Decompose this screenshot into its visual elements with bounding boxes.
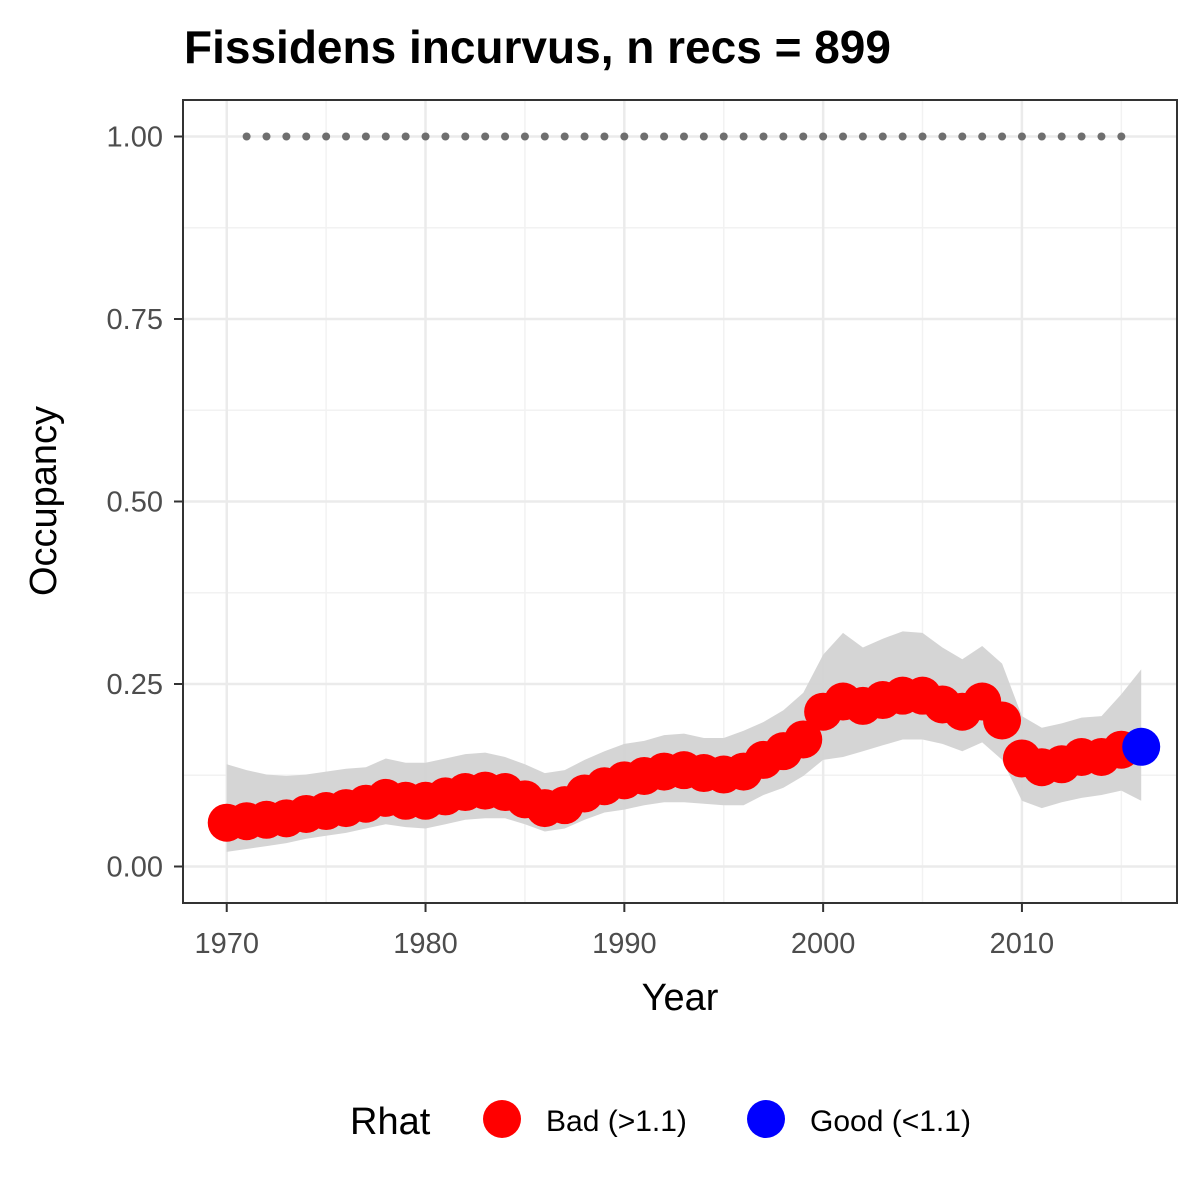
reference-point xyxy=(262,132,271,141)
reference-point xyxy=(580,132,589,141)
y-tick-label: 0.50 xyxy=(107,487,163,519)
legend-label-bad: Bad (>1.1) xyxy=(546,1105,687,1138)
x-tick-label: 1980 xyxy=(393,928,458,960)
legend-key-bad xyxy=(483,1100,521,1138)
reference-point xyxy=(1097,132,1106,141)
reference-point xyxy=(461,132,470,141)
reference-point xyxy=(1057,132,1066,141)
reference-point xyxy=(998,132,1007,141)
reference-point xyxy=(858,132,867,141)
chart-title: Fissidens incurvus, n recs = 899 xyxy=(184,21,891,73)
reference-point xyxy=(958,132,967,141)
y-tick-label: 0.75 xyxy=(107,304,163,336)
reference-points xyxy=(242,132,1126,141)
reference-point xyxy=(1077,132,1086,141)
reference-point xyxy=(600,132,609,141)
reference-point xyxy=(481,132,490,141)
reference-point xyxy=(520,132,529,141)
x-tick-label: 1970 xyxy=(194,928,259,960)
reference-point xyxy=(1037,132,1046,141)
reference-point xyxy=(620,132,629,141)
reference-point xyxy=(361,132,370,141)
reference-point xyxy=(560,132,569,141)
x-tick-label: 2010 xyxy=(990,928,1055,960)
reference-point xyxy=(660,132,669,141)
reference-point xyxy=(839,132,848,141)
reference-point xyxy=(540,132,549,141)
reference-point xyxy=(799,132,808,141)
point-bad xyxy=(784,720,823,759)
point-good xyxy=(1122,727,1161,766)
x-tick-label: 1990 xyxy=(592,928,657,960)
y-tick-label: 0.25 xyxy=(107,669,163,701)
occupancy-points xyxy=(207,676,1161,842)
reference-point xyxy=(501,132,510,141)
y-axis: 0.00 0.25 0.50 0.75 1.00 xyxy=(107,122,183,884)
reference-point xyxy=(242,132,251,141)
reference-point xyxy=(699,132,708,141)
reference-point xyxy=(779,132,788,141)
reference-point xyxy=(978,132,987,141)
y-axis-title: Occupancy xyxy=(23,406,65,596)
point-bad xyxy=(983,701,1022,740)
reference-point xyxy=(441,132,450,141)
reference-point xyxy=(640,132,649,141)
reference-point xyxy=(401,132,410,141)
y-tick-label: 1.00 xyxy=(107,122,163,154)
legend-label-good: Good (<1.1) xyxy=(810,1105,971,1138)
reference-point xyxy=(1117,132,1126,141)
reference-point xyxy=(898,132,907,141)
reference-point xyxy=(739,132,748,141)
reference-point xyxy=(938,132,947,141)
x-axis-title: Year xyxy=(642,977,719,1019)
reference-point xyxy=(421,132,430,141)
reference-point xyxy=(302,132,311,141)
reference-point xyxy=(322,132,331,141)
x-axis: 1970 1980 1990 2000 2010 xyxy=(194,903,1054,960)
x-tick-label: 2000 xyxy=(791,928,856,960)
legend: Rhat Bad (>1.1) Good (<1.1) xyxy=(350,1100,971,1143)
reference-point xyxy=(819,132,828,141)
legend-title: Rhat xyxy=(350,1101,431,1143)
reference-point xyxy=(878,132,887,141)
reference-point xyxy=(679,132,688,141)
reference-point xyxy=(719,132,728,141)
legend-key-good xyxy=(747,1100,785,1138)
y-tick-label: 0.00 xyxy=(107,852,163,884)
reference-point xyxy=(1017,132,1026,141)
reference-point xyxy=(918,132,927,141)
reference-point xyxy=(759,132,768,141)
reference-point xyxy=(381,132,390,141)
reference-point xyxy=(282,132,291,141)
reference-point xyxy=(342,132,351,141)
